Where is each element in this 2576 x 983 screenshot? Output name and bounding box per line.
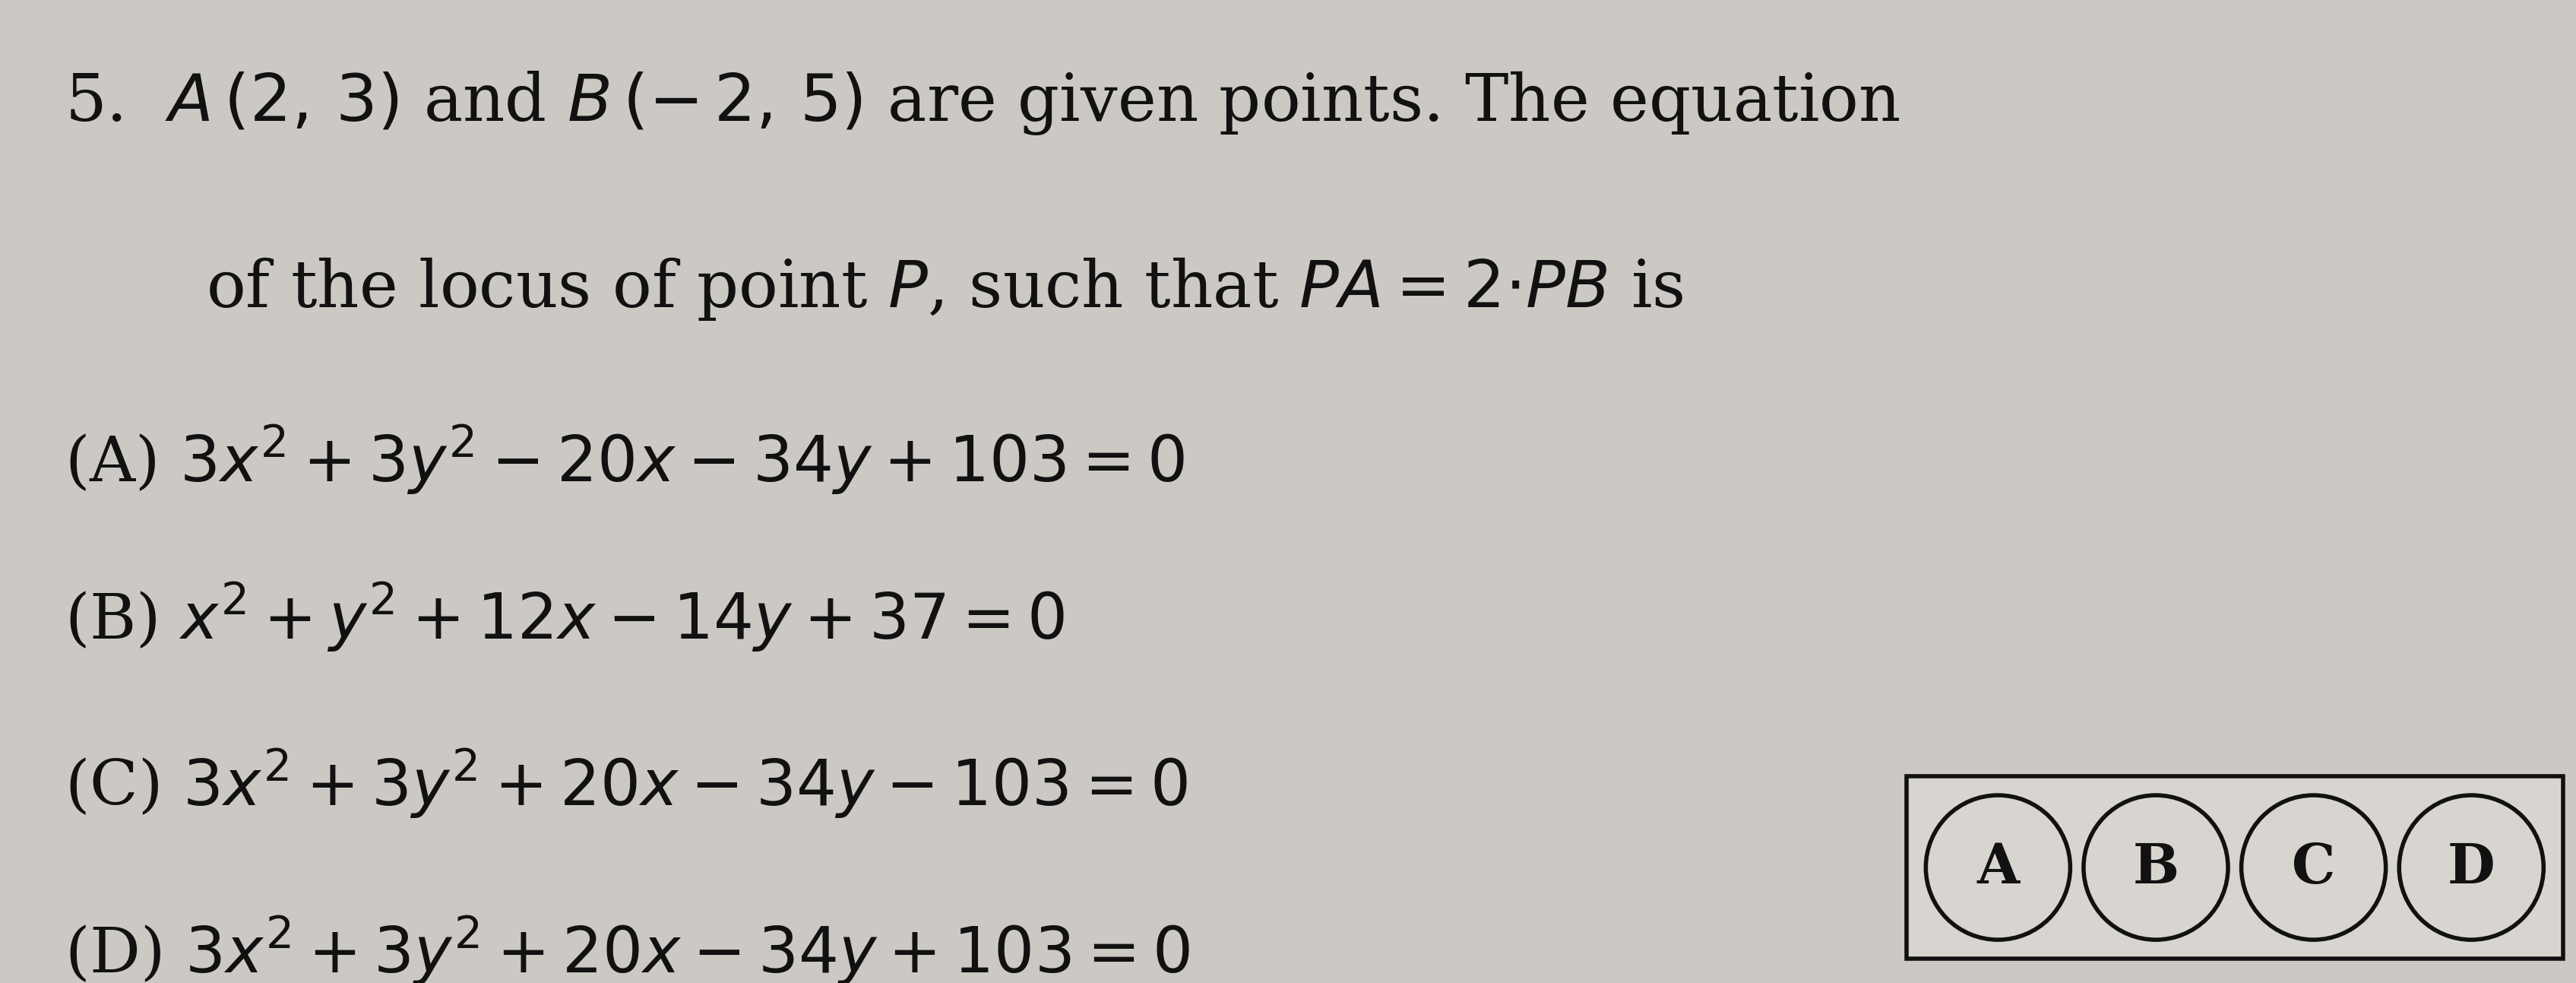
Text: of the locus of point $P$, such that $PA = 2{\cdot}PB$ is: of the locus of point $P$, such that $PA… [206,256,1685,322]
Ellipse shape [2398,795,2543,940]
Text: C: C [2293,840,2336,895]
FancyBboxPatch shape [1906,777,2563,958]
Text: (C) $3x^2 + 3y^2 + 20x - 34y - 103 = 0$: (C) $3x^2 + 3y^2 + 20x - 34y - 103 = 0$ [64,747,1188,821]
Text: (D) $3x^2 + 3y^2 + 20x - 34y + 103 = 0$: (D) $3x^2 + 3y^2 + 20x - 34y + 103 = 0$ [64,914,1190,983]
Text: (B) $x^2 + y^2 + 12x - 14y + 37 = 0$: (B) $x^2 + y^2 + 12x - 14y + 37 = 0$ [64,580,1064,654]
Text: B: B [2133,840,2179,895]
Ellipse shape [1927,795,2071,940]
Text: (A) $3x^2 + 3y^2 - 20x - 34y + 103 = 0$: (A) $3x^2 + 3y^2 - 20x - 34y + 103 = 0$ [64,423,1185,496]
Text: D: D [2447,840,2496,895]
Ellipse shape [2084,795,2228,940]
Ellipse shape [2241,795,2385,940]
Text: 5.  $A\,(2,\,3)$ and $B\,(-\,2,\,5)$ are given points. The equation: 5. $A\,(2,\,3)$ and $B\,(-\,2,\,5)$ are … [64,69,1901,137]
Text: A: A [1976,840,2020,895]
